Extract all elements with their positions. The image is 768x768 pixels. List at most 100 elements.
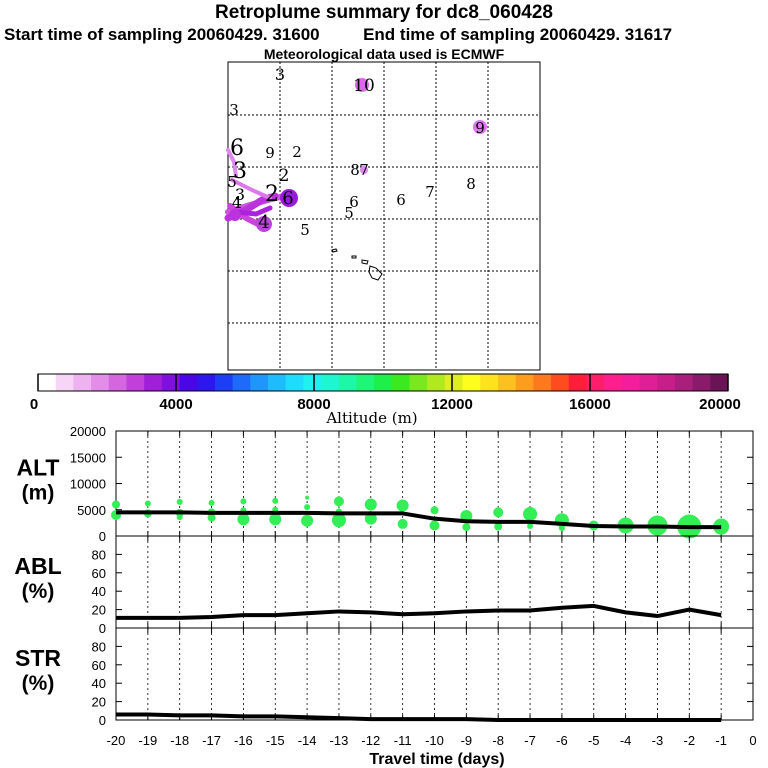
y-tick-label: 5000 (77, 503, 106, 518)
colorbar-segment (604, 374, 623, 391)
altitude-scatter-point (269, 513, 282, 526)
colorbar-segment (214, 374, 234, 391)
colorbar-tick-label: 8000 (297, 396, 330, 413)
colorbar-segment (674, 374, 694, 391)
colorbar-segment (303, 374, 322, 391)
colorbar-segment (161, 374, 181, 391)
altitude-colorbar: 0 4000 8000 12000 16000 20000 Altitude (m) (30, 373, 741, 427)
day-marker-label: 5 (227, 173, 237, 191)
day-marker-label: 4 (258, 212, 269, 233)
day-marker-label: 6 (230, 136, 244, 161)
altitude-scatter-point (240, 498, 247, 505)
x-tick-label: -7 (524, 733, 536, 748)
y-tick-label: 20 (92, 603, 106, 618)
day-marker-label: 6 (349, 193, 359, 211)
colorbar-tick-label: 4000 (159, 396, 192, 413)
altitude-scatter-point (493, 507, 504, 518)
met-data-label: Meteorological data used is ECMWF (263, 46, 505, 62)
hawaii-islands (331, 248, 383, 281)
y-tick-label: 80 (92, 639, 106, 654)
altitude-scatter-point (176, 498, 183, 505)
colorbar-tick-label: 16000 (569, 396, 611, 413)
day-marker-label: 10 (353, 76, 375, 96)
map-grid (228, 62, 540, 370)
colorbar-segment (374, 374, 393, 391)
day-marker-label: 7 (425, 183, 435, 201)
colorbar-tick-label: 20000 (699, 396, 741, 413)
x-tick-label: -11 (394, 733, 412, 748)
altitude-scatter-point (396, 499, 409, 512)
altitude-scatter-point (462, 523, 471, 532)
colorbar-segment (586, 374, 605, 391)
colorbar-segment (232, 374, 251, 391)
colorbar-segment (639, 374, 658, 391)
x-tick-label: -10 (425, 733, 444, 748)
panel-ylabel-bottom: (%) (22, 580, 55, 603)
altitude-scatter-point (331, 513, 346, 528)
altitude-scatter-point (333, 496, 344, 507)
y-tick-label: 10000 (70, 477, 106, 492)
str-panel: 0 20 40 60 80 STR(%) (15, 627, 754, 728)
series-line (116, 510, 722, 530)
altitude-scatter-point (430, 506, 439, 515)
x-tick-label: -8 (492, 733, 504, 748)
day-marker-label: 8 (466, 175, 476, 193)
x-tick-label: -19 (138, 733, 157, 748)
altitude-scatter-point (305, 495, 310, 500)
y-tick-label: 15000 (70, 450, 106, 465)
altitude-scatter-point (176, 514, 183, 521)
x-tick-label: -14 (298, 733, 317, 748)
x-tick-label: -15 (266, 733, 285, 748)
panel-ylabel-top: ALT (16, 455, 59, 481)
x-tick-label: -20 (107, 733, 126, 748)
colorbar-segment (498, 374, 517, 391)
colorbar-segment (197, 374, 216, 391)
x-tick-label: -5 (588, 733, 600, 748)
day-marker-label: 6 (282, 188, 293, 209)
colorbar-segment (108, 374, 127, 391)
x-tick-label: -2 (684, 733, 696, 748)
colorbar-segment (692, 374, 711, 391)
colorbar-segment (73, 374, 92, 391)
altitude-scatter-point (558, 525, 565, 532)
altitude-scatter-point (364, 498, 377, 511)
x-tick-label: -4 (620, 733, 632, 748)
altitude-scatter-point (364, 512, 377, 525)
colorbar-segment (551, 374, 570, 391)
day-marker-label: 5 (344, 204, 354, 222)
colorbar-segment (321, 374, 340, 391)
y-tick-label: 0 (99, 713, 106, 728)
colorbar-segment (356, 374, 375, 391)
x-tick-label: 0 (749, 733, 756, 748)
series-line (116, 603, 722, 620)
x-tick-label: -3 (652, 733, 664, 748)
altitude-scatter-point (237, 513, 250, 526)
abl-panel: 0 20 40 60 80 ABL(%) (14, 535, 754, 636)
day-marker-label: 5 (300, 221, 310, 239)
altitude-scatter-point (112, 500, 120, 509)
altitude-scatter-point (397, 518, 408, 529)
colorbar-segment (285, 374, 304, 391)
panel-ylabel-top: STR (15, 645, 61, 671)
colorbar-segment (710, 374, 729, 391)
x-tick-label: -12 (361, 733, 380, 748)
colorbar-segment (533, 374, 552, 391)
x-axis: -20 -19 -18 -17 -16 -15 -14 -13 -12 -11 -10 -9 -8 -7-… (107, 733, 757, 768)
colorbar-segment (462, 374, 481, 391)
day-marker-label: 4 (232, 193, 242, 212)
y-tick-label: 20 (92, 695, 106, 710)
panel-ylabel-bottom: (m) (22, 482, 55, 505)
colorbar-segment (444, 374, 464, 391)
altitude-scatter-point (301, 514, 314, 527)
altitude-scatter-point (429, 520, 440, 531)
x-tick-label: -13 (330, 733, 349, 748)
colorbar-segment (126, 374, 145, 391)
day-marker-label: 7 (359, 161, 369, 179)
altitude-scatter-point (207, 513, 216, 522)
colorbar-segment (144, 374, 163, 391)
end-time-label: End time of sampling 20060429. 31617 (363, 25, 673, 44)
colorbar-segment (568, 374, 587, 391)
altitude-scatter-point (208, 499, 215, 506)
colorbar-segment (91, 374, 110, 391)
